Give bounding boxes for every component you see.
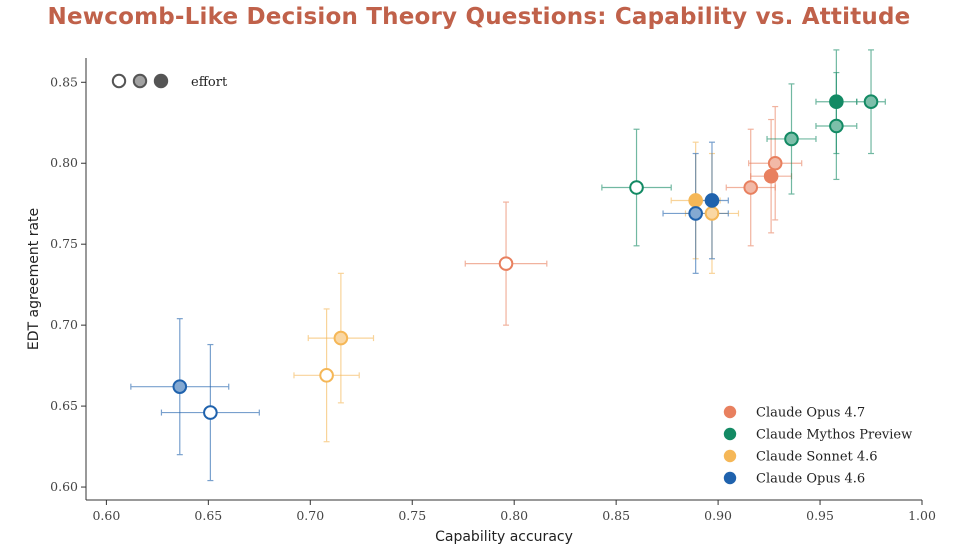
y-tick-label: 0.80 [50,155,78,170]
x-tick-label: 1.00 [908,508,936,523]
effort-key: effort [111,73,228,90]
y-tick-label: 0.60 [50,479,78,494]
data-point [203,405,218,420]
legend: Claude Opus 4.7 Claude Mythos Preview Clau… [723,405,912,487]
legend-label: Claude Opus 4.7 [756,406,865,421]
data-point [743,180,759,195]
y-tick-label: 0.85 [50,74,78,89]
data-point [829,118,844,134]
effort-marker-low [111,73,127,89]
data-point [763,168,779,184]
data-point [319,368,334,383]
legend-label: Claude Mythos Preview [756,428,912,443]
data-points [172,94,879,420]
data-point [704,193,720,208]
data-point [704,206,720,221]
y-axis-label: EDT agreement rate [26,208,42,350]
y-tick-label: 0.75 [50,236,78,251]
x-tick-label: 0.70 [296,508,324,523]
data-point [498,256,514,271]
data-point [688,206,703,221]
data-point [688,193,703,208]
effort-marker-high [153,73,169,89]
chart-title: Newcomb-Like Decision Theory Questions: … [47,4,911,30]
x-axis-label: Capability accuracy [435,529,573,545]
x-tick-label: 0.80 [500,508,528,523]
data-point [784,131,799,147]
y-tick-label: 0.70 [50,317,78,332]
legend-marker [723,405,737,419]
legend-marker [723,449,737,463]
x-tick-label: 0.65 [194,508,222,523]
data-point [333,330,349,346]
x-tick-label: 0.60 [92,508,120,523]
axes: 0.60 0.65 0.70 0.75 0.80 0.85 0.90 0.95 1.00 0.60… [50,58,936,523]
x-tick-label: 0.85 [602,508,630,523]
data-point [767,155,783,171]
legend-marker [723,471,737,485]
x-tick-label: 0.95 [806,508,834,523]
legend-label: Claude Sonnet 4.6 [756,450,878,465]
effort-marker-medium [132,73,148,89]
effort-label: effort [191,75,228,90]
legend-label: Claude Opus 4.6 [756,472,865,487]
x-tick-label: 0.90 [704,508,732,523]
data-point [829,94,844,110]
data-point [863,94,879,110]
x-tick-label: 0.75 [398,508,426,523]
data-point [172,379,188,394]
legend-marker [723,427,737,441]
y-tick-label: 0.65 [50,398,78,413]
data-point [629,180,644,195]
